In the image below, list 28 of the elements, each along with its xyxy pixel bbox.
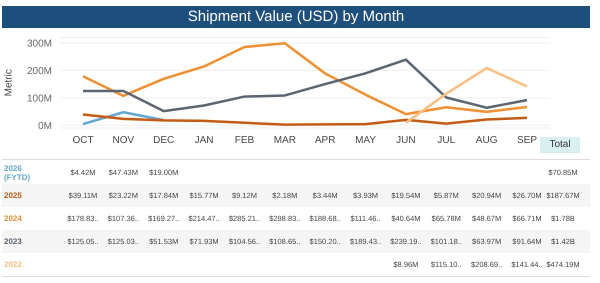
text: 2025 <box>4 190 23 202</box>
x-tick-label: JUN <box>396 135 416 146</box>
line-series <box>404 66 528 124</box>
x-tick-label: OCT <box>72 135 94 146</box>
chart-title: Shipment Value (USD) by Month <box>2 6 590 28</box>
x-tick-label: NOV <box>112 135 135 146</box>
text: 2022 <box>4 259 23 271</box>
y-tick-label: 100M <box>26 93 52 104</box>
text: 2026 (FYTD) <box>4 162 32 184</box>
text: Total <box>540 137 580 153</box>
x-tick-label: JUL <box>437 135 456 146</box>
line-series <box>82 58 528 112</box>
y-tick-label: 300M <box>26 38 52 50</box>
x-tick-label: SEP <box>516 135 538 146</box>
x-tick-label: MAR <box>274 135 296 146</box>
x-tick-label: DEC <box>153 135 174 146</box>
line-series <box>82 42 528 116</box>
y-tick-label: 200M <box>26 66 52 77</box>
x-tick-label: JAN <box>194 135 214 146</box>
x-tick-label: AUG <box>476 135 498 146</box>
y-tick-label: 0M <box>38 120 52 132</box>
x-tick-label: MAY <box>355 135 376 146</box>
line-series <box>82 113 528 126</box>
x-tick-label: FEB <box>234 135 255 146</box>
text: 2024 <box>4 213 23 225</box>
text: 2023 <box>4 236 23 248</box>
x-tick-label: APR <box>314 135 336 146</box>
y-axis-title: Metric <box>4 69 15 96</box>
